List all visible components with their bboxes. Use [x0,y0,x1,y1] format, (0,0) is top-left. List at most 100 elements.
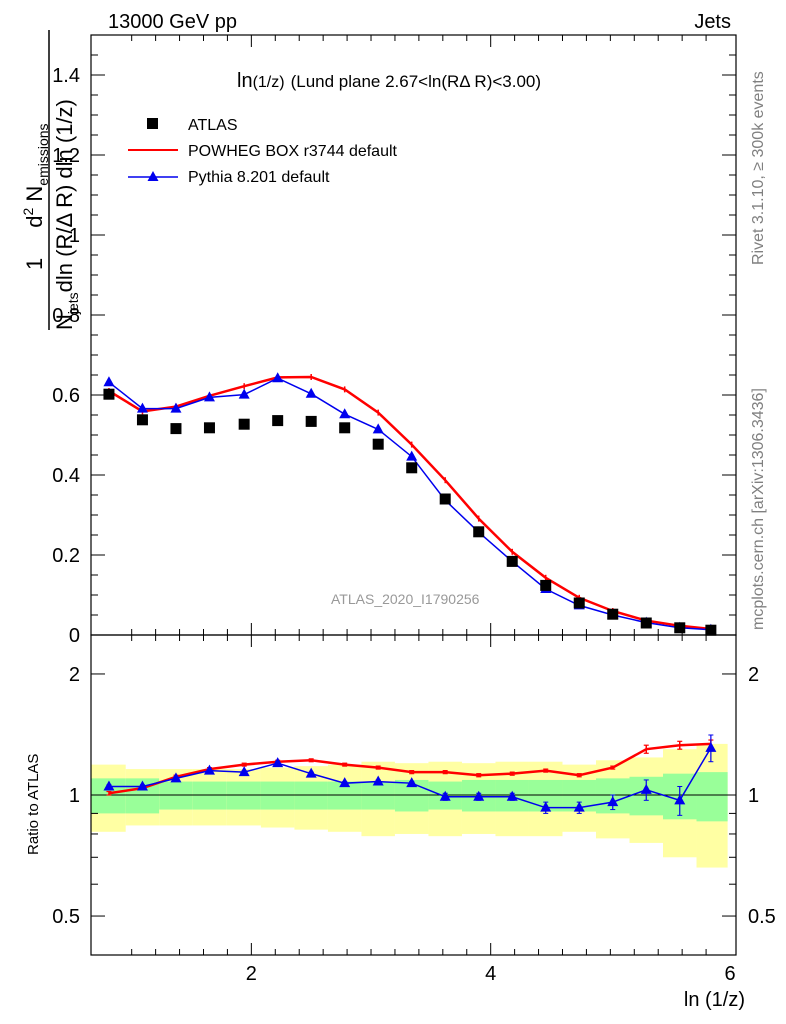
ylabel-d: d [22,216,47,228]
pythia-ratio-point [136,780,148,791]
pythia-point [272,372,284,383]
y-tick-label-lower-right: 2 [748,664,759,686]
band-inner-bin [159,781,193,810]
atlas-point [640,617,652,629]
y-tick-label-upper: 0 [69,625,80,647]
y-tick-label-upper: 1 [69,225,80,247]
y-tick-label-upper: 0.2 [52,545,80,567]
pythia-ratio-point [573,801,585,812]
ylabel-n2-sub: emissions [35,123,51,185]
band-inner-bin [260,781,295,810]
atlas-point [573,597,585,609]
y-tick-label-upper: 0.6 [52,385,80,407]
pythia-point [305,387,317,398]
pythia-point [136,402,148,413]
watermark: ATLAS_2020_I1790256 [331,591,480,607]
atlas-point [136,414,148,426]
lower-panel: 0.5 0.5 1 1 2 2 [52,634,776,956]
plot-title: ln(1/z) (Lund plane 2.67<ln(RΔ R)<3.00) [237,70,541,92]
pythia-point [372,423,384,434]
atlas-point [473,526,485,538]
y-tick-label-lower-right: 0.5 [748,906,776,928]
x-axis-label: ln (1/z) [684,989,745,1011]
ylabel-upper-numerator: 1 d2 Nemissions [20,123,51,270]
x-tick-label: 6 [724,963,735,985]
y-axis-label-lower: Ratio to ATLAS [25,754,42,855]
pythia-point [203,391,215,402]
ylabel-n: N [52,314,77,330]
pythia-ratio-point [640,783,652,794]
title-rest: (Lund plane 2.67<ln(RΔ R)<3.00) [291,72,541,91]
side-text-rivet: Rivet 3.1.10, ≥ 300k events [750,71,767,265]
atlas-point [305,415,317,427]
y-tick-label-lower: 0.5 [52,906,80,928]
header-left: 13000 GeV pp [108,11,237,33]
ylabel-upper-denominator: Njetsdln (R/Δ R) dln (1/z) [52,99,81,330]
y-tick-label-upper: 0.4 [52,465,80,487]
y-tick-label-upper: 0.8 [52,305,80,327]
pythia-ratio-point [506,790,518,801]
pythia-ratio-point [170,772,182,783]
pythia-ratio-point [473,790,485,801]
pythia-ratio-point [203,764,215,775]
band-inner-bin [226,781,261,810]
ylabel-d-sup: 2 [20,208,36,216]
ylabel-n-sub: jets [65,292,81,315]
pythia-ratio-point [272,757,284,768]
atlas-point [674,622,686,634]
ylabel-den: dln (R/Δ R) dln (1/z) [52,99,77,292]
legend-powheg-label: POWHEG BOX r3744 default [188,143,398,160]
atlas-point [203,422,215,434]
pythia-ratio-point [372,775,384,786]
atlas-point [439,493,451,505]
pythia-point [170,402,182,413]
atlas-point [372,438,384,450]
pythia-point [339,408,351,419]
y-tick-label-lower: 2 [69,664,80,686]
y-tick-label-lower-right: 1 [748,785,759,807]
y-tick-label-upper: 1.4 [52,65,80,87]
pythia-point [238,388,250,399]
legend: ATLAS POWHEG BOX r3744 default Pythia 8.… [128,117,398,186]
atlas-point [540,579,552,591]
legend-atlas-marker [147,118,158,129]
atlas-point [506,555,518,567]
pythia-ratio-point [238,766,250,777]
atlas-point [103,388,115,400]
pythia-ratio-point [305,767,317,778]
legend-pythia-marker [147,171,159,181]
y-axis-label-upper: 1 d2 Nemissions Njetsdln (R/Δ R) dln (1/z… [20,30,81,330]
atlas-point [238,418,250,430]
header-right: Jets [694,11,731,33]
atlas-point [607,608,619,620]
atlas-point [406,462,418,474]
atlas-point [272,415,284,427]
ylabel-n2: N [22,186,47,208]
x-tick-label: 4 [485,963,496,985]
pythia-ratio-point [607,796,619,807]
atlas-point [705,624,717,636]
legend-atlas-label: ATLAS [188,117,238,134]
pythia-ratio-point [540,801,552,812]
pythia-ratio-point [705,741,717,752]
pythia-ratio-point [103,780,115,791]
band-inner-bin [696,772,728,822]
pythia-ratio-point [674,794,686,805]
title-sub: (1/z) [253,74,285,91]
atlas-point [339,422,351,434]
band-inner-bin [361,781,395,810]
pythia-ratio-point [406,777,418,788]
pythia-ratio-point [439,790,451,801]
ylabel-one: 1 [22,258,47,270]
pythia-point [406,450,418,461]
title-main: ln [237,70,253,92]
pythia-ratio-point [339,777,351,788]
band-inner-bin [192,781,227,810]
x-tick-label: 2 [246,963,257,985]
side-text-mcplots: mcplots.cern.ch [arXiv:1306.3436] [750,388,767,630]
band-inner-bin [294,781,328,810]
atlas-point [170,423,182,435]
y-tick-label-lower: 1 [69,785,80,807]
pythia-point [103,376,115,387]
